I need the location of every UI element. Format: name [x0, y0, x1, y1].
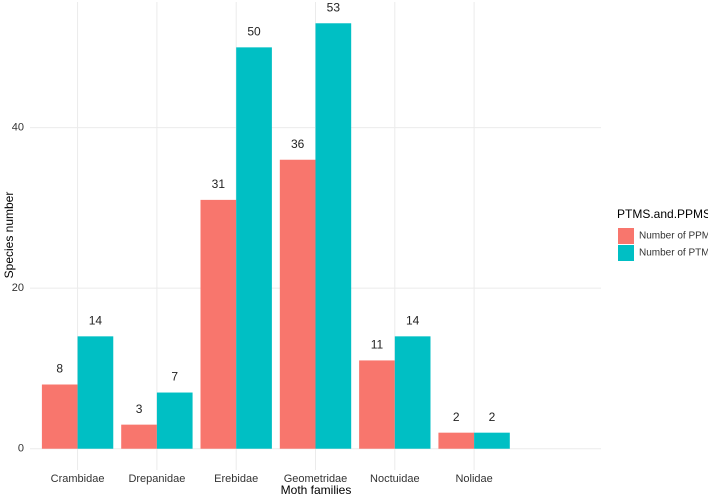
value-label: 2 [453, 410, 460, 424]
value-label: 50 [247, 25, 261, 39]
value-label: 8 [56, 362, 63, 376]
x-tick-label: Crambidae [51, 473, 105, 485]
bar [41, 384, 78, 449]
value-label: 14 [89, 314, 103, 328]
y-tick-label: 20 [12, 282, 24, 294]
legend-key [618, 245, 634, 261]
y-tick-label: 40 [12, 122, 24, 134]
value-label: 53 [327, 0, 341, 14]
value-label: 3 [136, 402, 143, 416]
bar [77, 336, 114, 449]
value-label: 31 [212, 177, 226, 191]
bar [359, 360, 395, 449]
legend-title: PTMS.and.PPMS [617, 207, 708, 221]
bar [200, 199, 237, 449]
x-tick-label: Geometridae [284, 473, 348, 485]
x-tick-label: Drepanidae [128, 473, 185, 485]
legend-label: Number of PPMS [639, 231, 708, 242]
bar [236, 47, 272, 449]
x-axis-title: Moth families [281, 483, 352, 497]
bar [394, 336, 431, 449]
x-tick-label: Noctuidae [370, 473, 420, 485]
x-tick-label: Nolidae [455, 473, 492, 485]
legend-key [618, 228, 634, 244]
bar [121, 424, 157, 449]
bar [156, 392, 193, 449]
bar [315, 23, 352, 449]
bar [438, 432, 475, 449]
y-tick-label: 0 [18, 443, 24, 455]
legend-label: Number of PTMS [639, 248, 708, 259]
x-tick-label: Erebidae [214, 473, 258, 485]
value-label: 7 [171, 370, 178, 384]
bar [279, 159, 316, 449]
bar [474, 432, 510, 449]
value-label: 11 [371, 338, 384, 352]
value-label: 2 [489, 410, 496, 424]
value-label: 36 [291, 137, 305, 151]
value-label: 14 [406, 314, 420, 328]
y-axis-title: Species number [2, 192, 16, 279]
